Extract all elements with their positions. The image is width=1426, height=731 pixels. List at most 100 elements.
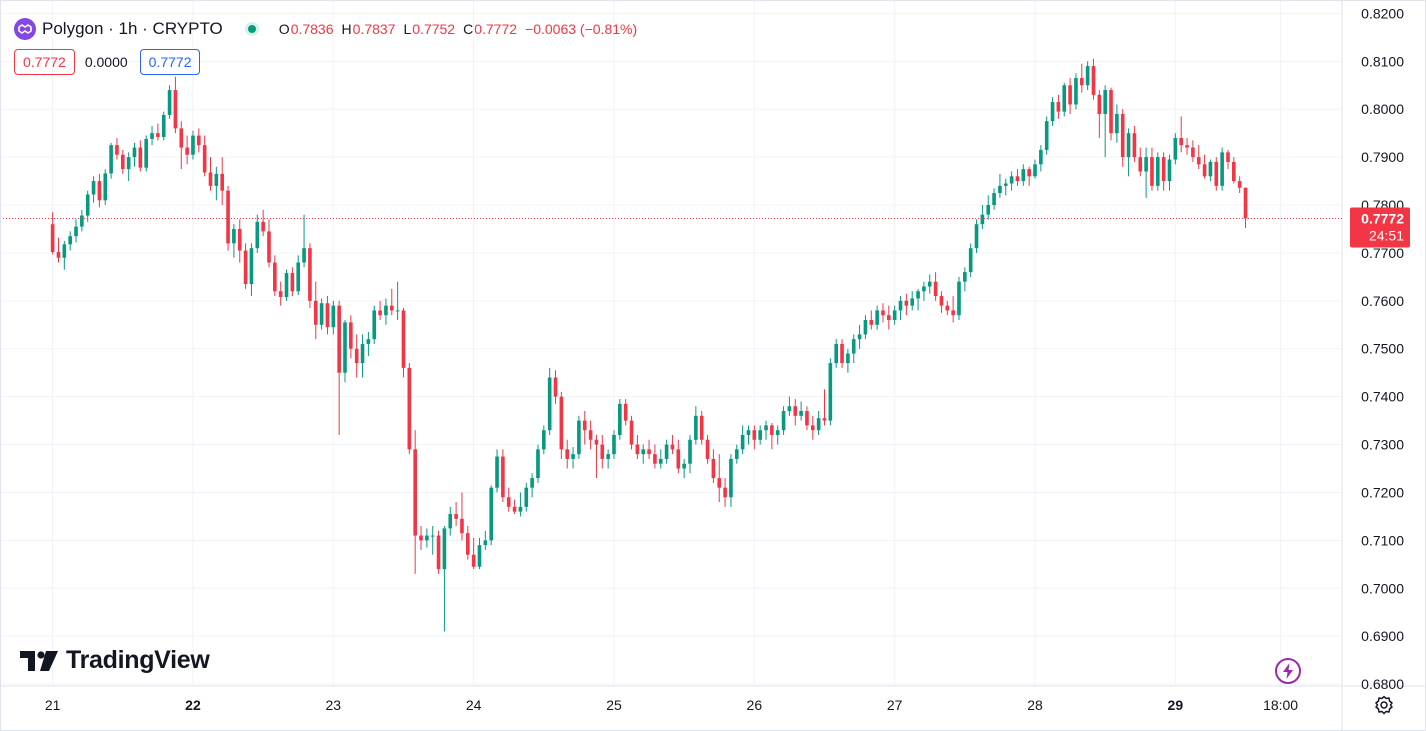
candle-body — [308, 248, 312, 301]
time-axis[interactable]: 21 22 23 24 25 26 27 28 29 18:00 — [45, 697, 1298, 713]
candle-body — [927, 281, 932, 287]
low-label: L — [403, 21, 412, 37]
candle-body — [226, 190, 230, 244]
candle — [436, 530, 441, 574]
price-tick-label: 0.7000 — [1361, 580, 1404, 596]
candle-body — [805, 411, 809, 426]
low-value: 0.7752 — [412, 21, 456, 37]
candle-body — [1202, 164, 1207, 177]
candle-body — [1161, 157, 1166, 182]
candle-body — [465, 533, 470, 555]
candle — [612, 430, 616, 459]
symbol-title[interactable]: Polygon · 1h · CRYPTO — [42, 19, 223, 38]
candle — [682, 458, 686, 479]
candle — [1161, 152, 1166, 191]
candle — [524, 482, 529, 512]
candle-body — [173, 90, 178, 129]
time-tick-label: 25 — [606, 697, 622, 713]
candle-body — [1208, 161, 1213, 177]
candle — [191, 130, 195, 160]
candle-body — [933, 281, 938, 297]
high-value: 0.7837 — [352, 21, 396, 37]
candle-body — [1074, 78, 1078, 105]
candle-body — [846, 353, 850, 364]
candle-body — [132, 147, 137, 158]
candle — [851, 334, 856, 364]
candle — [395, 281, 400, 321]
candle-body — [588, 430, 593, 440]
candle-body — [1220, 152, 1224, 186]
candle-body — [448, 514, 453, 529]
candle-body — [694, 415, 698, 440]
candle-body — [460, 518, 464, 534]
candle-body — [629, 420, 634, 445]
candle-body — [822, 418, 827, 421]
candle-body — [810, 425, 815, 431]
buy-button[interactable]: 0.7772 — [139, 49, 201, 75]
candle — [951, 296, 955, 323]
candle-body — [477, 545, 482, 567]
candle — [85, 190, 90, 222]
time-tick-label: 22 — [185, 697, 201, 713]
candle — [319, 298, 324, 330]
candle-body — [670, 444, 675, 450]
candle-body — [366, 339, 371, 344]
candle-body — [623, 403, 628, 421]
candle — [1115, 104, 1119, 143]
price-tick-label: 0.7400 — [1361, 389, 1404, 405]
candle-body — [828, 363, 833, 421]
candle-body — [489, 487, 494, 541]
candle-body — [904, 300, 909, 306]
candle — [501, 449, 505, 503]
candle — [62, 240, 67, 270]
candle-body — [156, 133, 160, 138]
candle — [927, 274, 932, 294]
candle-body — [922, 286, 926, 292]
candle — [1126, 128, 1131, 177]
candle-body — [313, 300, 318, 325]
candle — [255, 214, 260, 253]
candle-body — [50, 224, 55, 252]
time-tick-label: 23 — [326, 697, 342, 713]
gear-icon[interactable] — [1373, 694, 1395, 721]
candle-body — [951, 310, 955, 316]
candle-body — [980, 214, 985, 225]
candle — [1056, 94, 1061, 119]
open-value: 0.7836 — [290, 21, 334, 37]
candle-body — [1085, 66, 1090, 86]
candle — [249, 243, 254, 297]
candle-body — [1196, 157, 1201, 165]
candle-body — [97, 181, 102, 201]
candle-body — [273, 262, 277, 292]
candle — [787, 396, 792, 416]
candle-body — [816, 418, 821, 431]
price-axis[interactable]: 0.6800 0.6900 0.7000 0.7100 0.7200 0.7300 0.74… — [1361, 5, 1404, 692]
candle-body — [1179, 137, 1184, 146]
candle-body — [717, 478, 722, 488]
candle-body — [1126, 133, 1131, 158]
candle-body — [331, 305, 336, 328]
candle — [729, 454, 733, 507]
candle-body — [185, 147, 189, 155]
sell-button[interactable]: 0.7772 — [14, 49, 75, 75]
candle-body — [612, 434, 616, 455]
price-tick-label: 0.7900 — [1361, 149, 1404, 165]
lightning-icon[interactable] — [1274, 657, 1302, 690]
candle-body — [1044, 121, 1049, 150]
candle-body — [770, 425, 774, 435]
candle — [56, 237, 61, 263]
candle — [378, 300, 382, 321]
candle-body — [442, 528, 447, 570]
candle-body — [711, 458, 716, 479]
candle — [220, 157, 225, 206]
candle — [138, 140, 143, 172]
candle — [1150, 147, 1154, 191]
candle — [50, 212, 55, 255]
tradingview-brand[interactable]: TradingView — [20, 646, 210, 675]
candle-body — [179, 128, 184, 148]
candle-body — [536, 449, 540, 479]
symbol-legend: Polygon · 1h · CRYPTO O0.7836 H0.7837 L0… — [14, 16, 637, 42]
candle-body — [1056, 102, 1061, 112]
